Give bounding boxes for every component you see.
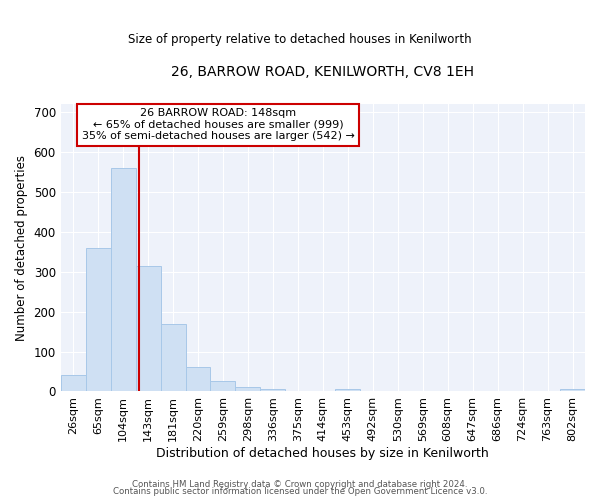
Bar bbox=[211, 382, 235, 392]
Bar bbox=[335, 390, 360, 392]
Bar bbox=[110, 168, 136, 392]
Bar bbox=[560, 390, 585, 392]
Text: Contains public sector information licensed under the Open Government Licence v3: Contains public sector information licen… bbox=[113, 487, 487, 496]
Bar bbox=[86, 248, 110, 392]
Text: Size of property relative to detached houses in Kenilworth: Size of property relative to detached ho… bbox=[128, 32, 472, 46]
X-axis label: Distribution of detached houses by size in Kenilworth: Distribution of detached houses by size … bbox=[157, 447, 489, 460]
Y-axis label: Number of detached properties: Number of detached properties bbox=[15, 154, 28, 340]
Text: Contains HM Land Registry data © Crown copyright and database right 2024.: Contains HM Land Registry data © Crown c… bbox=[132, 480, 468, 489]
Bar bbox=[61, 374, 86, 392]
Bar bbox=[185, 366, 211, 392]
Bar bbox=[136, 266, 161, 392]
Text: 26 BARROW ROAD: 148sqm  
← 65% of detached houses are smaller (999)
35% of semi-: 26 BARROW ROAD: 148sqm ← 65% of detached… bbox=[82, 108, 355, 142]
Bar bbox=[235, 386, 260, 392]
Bar bbox=[161, 324, 185, 392]
Title: 26, BARROW ROAD, KENILWORTH, CV8 1EH: 26, BARROW ROAD, KENILWORTH, CV8 1EH bbox=[172, 65, 475, 79]
Bar bbox=[260, 388, 286, 392]
